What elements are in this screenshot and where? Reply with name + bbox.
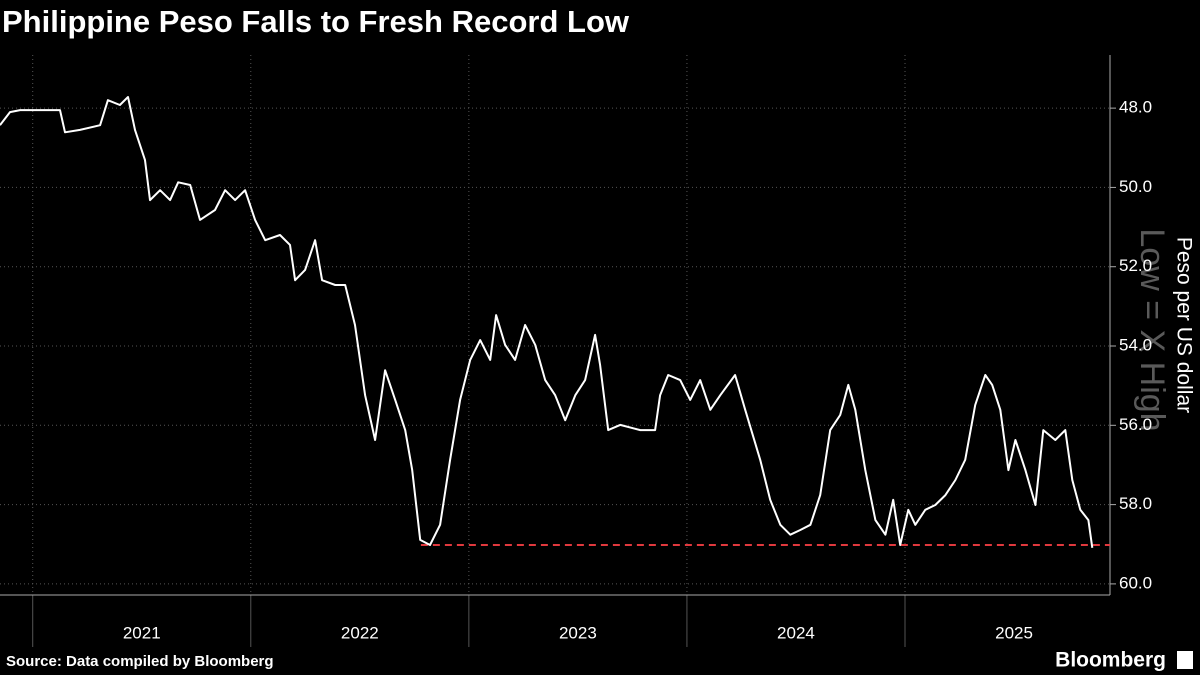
x-tick-label: 2024 xyxy=(777,623,815,642)
chart-title: Philippine Peso Falls to Fresh Record Lo… xyxy=(2,4,630,39)
y-tick-label: 52.0 xyxy=(1119,256,1152,275)
brand-icon xyxy=(1177,651,1193,669)
brand: Bloomberg xyxy=(1055,649,1166,672)
y-tick-label: 48.0 xyxy=(1119,98,1152,117)
x-tick-label: 2021 xyxy=(123,623,161,642)
x-tick-label: 2022 xyxy=(341,623,379,642)
y-axis-title: Peso per US dollar xyxy=(1172,237,1195,413)
annotation: Low = X High xyxy=(1133,228,1171,431)
line xyxy=(0,96,1094,548)
y-tick-label: 60.0 xyxy=(1119,573,1152,592)
x-tick-label: 2023 xyxy=(559,623,597,642)
source: Source: Data compiled by Bloomberg xyxy=(6,653,274,670)
y-tick-label: 50.0 xyxy=(1119,177,1152,196)
x-tick-label: 2025 xyxy=(995,623,1033,642)
y-tick-label: 58.0 xyxy=(1119,494,1152,513)
y-tick-label: 56.0 xyxy=(1119,415,1152,434)
y-tick-label: 54.0 xyxy=(1119,335,1152,354)
